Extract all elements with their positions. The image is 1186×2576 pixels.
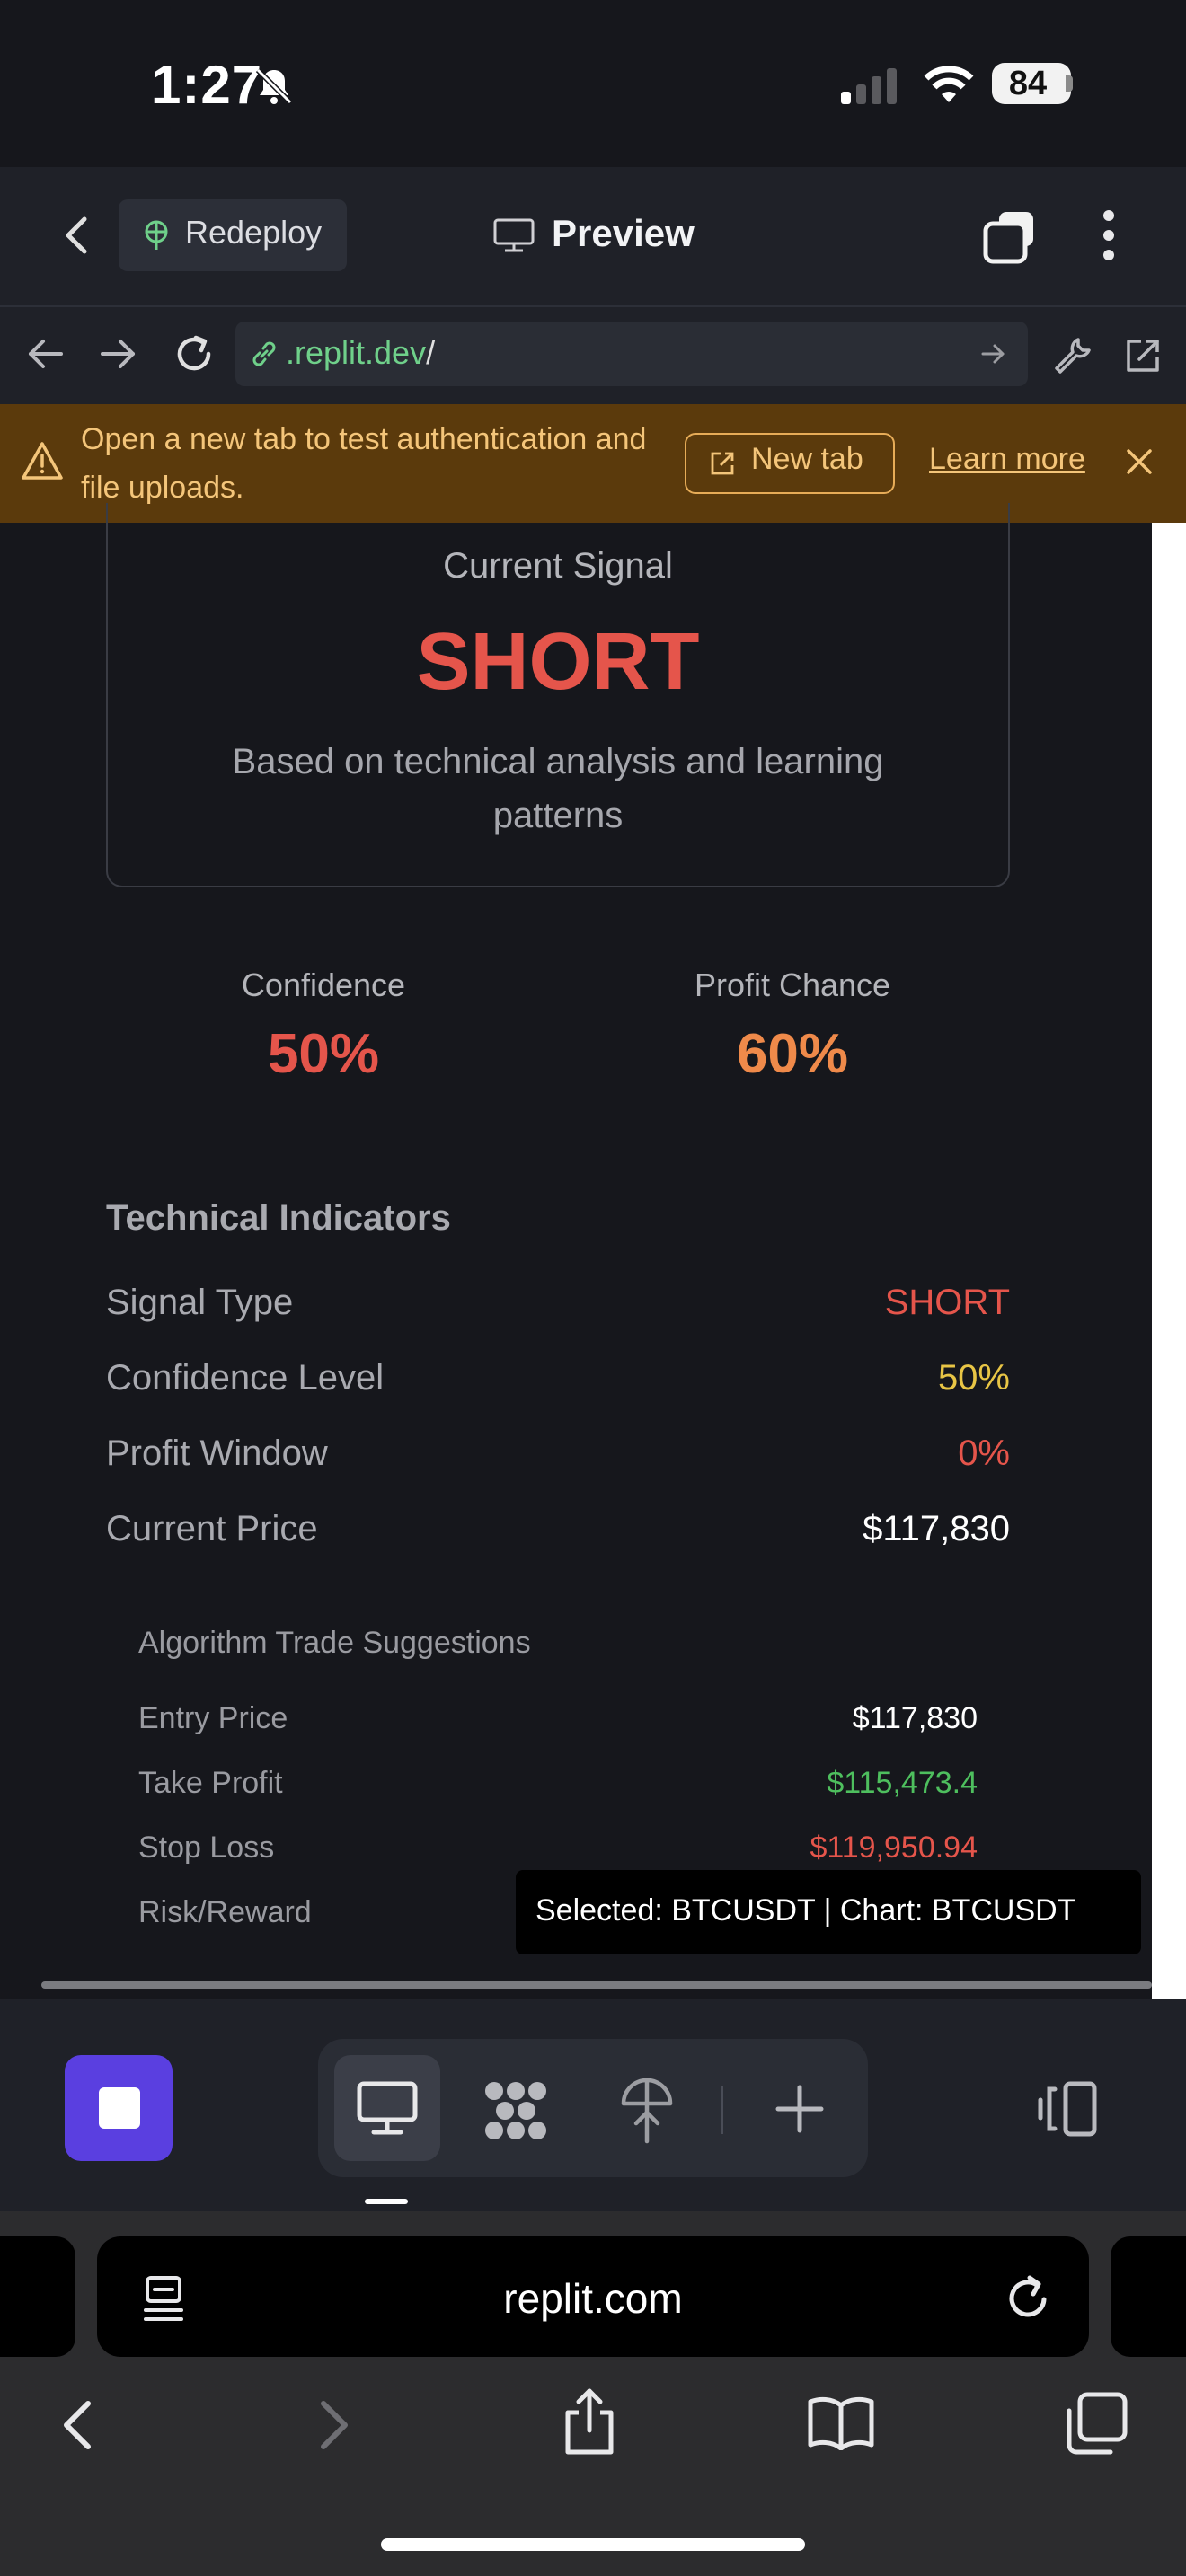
arrow-right-icon[interactable] — [99, 336, 138, 372]
new-tab-label: New tab — [751, 442, 863, 476]
selection-tooltip — [516, 1870, 1141, 1954]
indicator-value: 0% — [958, 1434, 1010, 1473]
page-menu-icon[interactable] — [142, 2274, 185, 2323]
close-icon[interactable] — [1123, 446, 1155, 478]
horizontal-scrollbar[interactable] — [41, 1981, 1152, 1989]
plus-icon[interactable] — [774, 2084, 825, 2134]
next-tab-pill[interactable] — [1111, 2236, 1186, 2357]
current-signal-label: Current Signal — [443, 546, 673, 586]
url-domain: .replit.dev — [286, 334, 427, 371]
wifi-icon — [924, 66, 974, 102]
suggestion-label: Stop Loss — [138, 1831, 275, 1865]
bookmarks-icon[interactable] — [807, 2395, 875, 2450]
cellular-signal-icon — [841, 68, 897, 104]
warning-icon — [22, 442, 63, 480]
indicator-value: 50% — [937, 1358, 1010, 1398]
tool-preview-active[interactable] — [334, 2055, 440, 2161]
suggestion-label: Entry Price — [138, 1701, 288, 1735]
chevron-left-icon[interactable] — [59, 214, 92, 257]
desktop-icon — [357, 2081, 418, 2135]
share-icon[interactable] — [561, 2386, 618, 2457]
deploy-icon[interactable] — [618, 2077, 676, 2145]
safari-tabs-icon[interactable] — [1064, 2391, 1128, 2456]
safari-address-text: replit.com — [503, 2275, 683, 2322]
profit-chance-label: Profit Chance — [694, 966, 891, 1003]
current-signal-value: SHORT — [416, 617, 700, 707]
technical-indicators-heading: Technical Indicators — [106, 1198, 451, 1238]
active-tab-indicator — [365, 2199, 408, 2204]
current-signal-description: Based on technical analysis and learning… — [232, 742, 884, 835]
arrow-go-icon[interactable] — [979, 341, 1008, 366]
link-icon — [252, 341, 276, 366]
reload-icon[interactable] — [1005, 2272, 1053, 2323]
suggestion-label: Take Profit — [138, 1766, 283, 1800]
indicator-label: Profit Window — [106, 1434, 328, 1473]
indicator-value: SHORT — [884, 1283, 1010, 1322]
indicator-value: $117,830 — [863, 1509, 1010, 1548]
preview-title: Preview — [552, 212, 695, 254]
url-input[interactable] — [235, 322, 1028, 386]
monitor-icon — [493, 218, 535, 252]
wrench-icon[interactable] — [1051, 334, 1094, 377]
learn-more-link[interactable]: Learn more — [929, 442, 1085, 476]
selection-tooltip-text: Selected: BTCUSDT | Chart: BTCUSDT — [535, 1893, 1076, 1928]
suggestion-value: $119,950.94 — [810, 1831, 978, 1865]
battery-nub — [1066, 75, 1073, 92]
indicator-label: Confidence Level — [106, 1358, 385, 1398]
arrow-left-icon[interactable] — [25, 336, 65, 372]
redeploy-label: Redeploy — [185, 214, 323, 251]
new-tab-button[interactable] — [685, 433, 895, 494]
url-text: .replit.dev/ — [286, 334, 435, 372]
indicator-label: Signal Type — [106, 1283, 294, 1322]
deploy-icon — [145, 220, 168, 250]
tool-separator — [721, 2086, 723, 2134]
current-signal-card — [106, 503, 1010, 887]
suggestion-value: $115,473.4 — [827, 1766, 978, 1800]
status-bar — [0, 0, 1186, 167]
external-link-icon — [711, 452, 734, 475]
profit-chance-value: 60% — [736, 1023, 849, 1085]
safari-address-bar[interactable] — [97, 2236, 1089, 2357]
status-time: 1:27 — [151, 55, 263, 115]
suggestion-value: $117,830 — [852, 1701, 978, 1735]
url-path: / — [426, 334, 436, 371]
content-edge — [1152, 523, 1186, 1999]
suggestion-label: Risk/Reward — [138, 1895, 312, 1929]
split-view-icon[interactable] — [1035, 2080, 1100, 2138]
auth-warning-banner — [0, 404, 1186, 523]
battery-level: 84 — [1008, 65, 1048, 102]
preview-content — [0, 523, 1152, 1999]
apps-icon[interactable] — [480, 2078, 552, 2143]
external-link-icon[interactable] — [1121, 334, 1164, 377]
confidence-value: 50% — [267, 1023, 380, 1085]
algorithm-suggestions-heading: Algorithm Trade Suggestions — [138, 1626, 531, 1660]
safari-back-icon[interactable] — [59, 2398, 95, 2452]
indicator-label: Current Price — [106, 1509, 318, 1548]
reload-icon[interactable] — [173, 332, 216, 375]
battery-icon — [992, 63, 1071, 104]
previous-tab-pill[interactable] — [0, 2236, 75, 2357]
banner-message: Open a new tab to test authentication an… — [81, 422, 647, 505]
home-indicator — [381, 2538, 805, 2551]
bell-off-icon — [255, 67, 293, 105]
stop-icon — [99, 2087, 140, 2129]
more-vertical-icon[interactable] — [1100, 208, 1118, 262]
confidence-label: Confidence — [241, 966, 406, 1003]
safari-forward-icon[interactable] — [316, 2398, 352, 2452]
tabs-icon[interactable] — [981, 208, 1039, 266]
